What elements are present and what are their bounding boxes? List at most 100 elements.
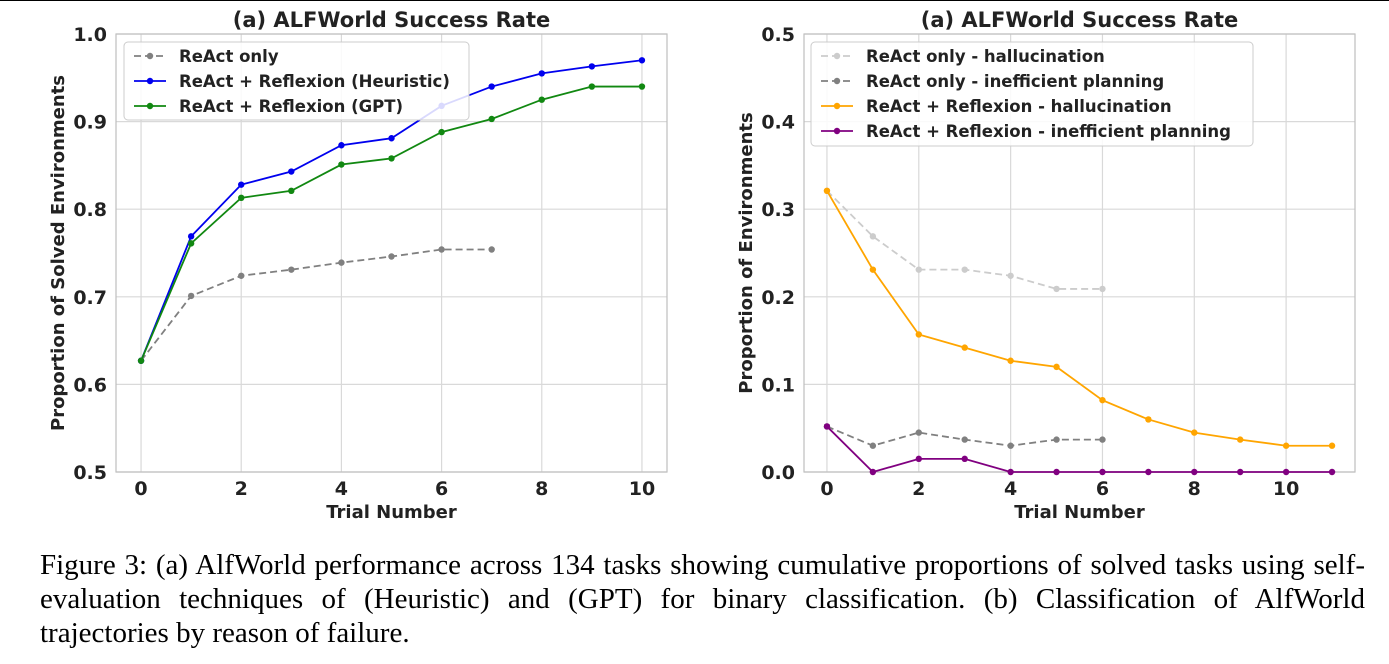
data-point (915, 331, 922, 338)
data-point (187, 240, 195, 247)
legend-item: ReAct + Reflexion (Heuristic) (134, 72, 450, 91)
legend-swatch-marker (833, 127, 841, 135)
data-point (1191, 468, 1198, 476)
legend-swatch-marker (833, 77, 841, 85)
data-point (869, 442, 877, 449)
y-tick-label: 0.7 (73, 287, 107, 309)
y-tick-label: 1.0 (73, 24, 107, 46)
legend-swatch-marker (833, 102, 841, 110)
series-line (826, 190, 1103, 290)
series-react-reflexion-inefficient-planning (823, 423, 1336, 476)
legend-label: ReAct only - hallucination (866, 47, 1105, 66)
data-point (1053, 285, 1060, 293)
legend: ReAct only ReAct + Reflexion (Heuristic) R… (123, 41, 470, 121)
chart-1: 0 2 4 6 8 10 0.5 0.6 0.7 0.8 0.9 1.0 (a) ALFWorld Su… (48, 8, 668, 523)
data-point (1099, 285, 1106, 293)
chart-title: (a) ALFWorld Success Rate (233, 8, 551, 32)
data-point (1237, 436, 1244, 443)
data-point (538, 70, 545, 77)
data-point (438, 128, 445, 136)
series-line (826, 425, 1333, 474)
x-tick-label: 10 (1273, 478, 1299, 500)
data-point (1053, 468, 1060, 476)
y-tick-label: 0.8 (73, 199, 107, 221)
data-point (869, 468, 877, 476)
legend-item: ReAct only (134, 47, 279, 66)
x-tick-label: 8 (1188, 478, 1201, 500)
series-react-only-hallucination (823, 187, 1106, 293)
plot-frame (115, 33, 668, 473)
data-point (1191, 429, 1198, 436)
data-point (238, 194, 245, 202)
data-point (961, 455, 968, 463)
data-point (1007, 468, 1014, 476)
y-tick-label: 0.0 (761, 462, 795, 484)
y-tick-label: 0.4 (761, 112, 795, 134)
data-point (869, 266, 877, 273)
data-point (1237, 468, 1244, 476)
x-axis-label: Trial Number (1014, 502, 1145, 523)
x-tick-label: 4 (1004, 478, 1017, 500)
data-point (915, 455, 922, 463)
series-react-only-inefficient-planning (823, 423, 1106, 449)
data-point (1007, 272, 1014, 279)
legend-item: ReAct + Reflexion (GPT) (134, 97, 403, 116)
data-point (538, 96, 545, 103)
data-point (388, 155, 395, 162)
data-point (588, 83, 596, 90)
y-tick-label: 0.5 (73, 462, 107, 484)
legend-box (123, 41, 470, 121)
legend-swatch-marker (146, 102, 154, 110)
y-tick-label: 0.9 (73, 112, 107, 134)
series-line (140, 248, 492, 362)
x-tick-label: 0 (134, 478, 147, 500)
legend-label: ReAct + Reflexion - hallucination (866, 97, 1172, 116)
series-line (826, 190, 1333, 447)
y-axis-label: Proportion of Environments (736, 112, 757, 393)
chart-2: 0 2 4 6 8 10 0.0 0.1 0.2 0.3 0.4 0.5 (a) ALFWorld Su… (736, 8, 1356, 523)
data-point (961, 436, 968, 443)
data-point (915, 266, 922, 273)
top-rule (0, 0, 1389, 1)
data-point (961, 344, 968, 351)
data-point (288, 266, 295, 273)
data-point (823, 423, 831, 430)
x-tick-label: 8 (535, 478, 548, 500)
data-point (187, 233, 195, 240)
figure: 0 2 4 6 8 10 0.5 0.6 0.7 0.8 0.9 1.0 (a) ALFWorld Su… (48, 8, 1356, 523)
x-tick-label: 6 (435, 478, 448, 500)
y-axis-label: Proportion of Solved Environments (48, 75, 69, 431)
data-point (488, 115, 495, 123)
x-tick-label: 2 (912, 478, 925, 500)
legend-label: ReAct + Reflexion (Heuristic) (179, 72, 450, 91)
series-line (140, 85, 642, 362)
data-point (1099, 396, 1106, 404)
data-point (638, 83, 646, 90)
data-point (388, 253, 395, 260)
data-point (1282, 468, 1290, 476)
data-point (388, 135, 395, 142)
figure-svg: 0 2 4 6 8 10 0.5 0.6 0.7 0.8 0.9 1.0 (a) ALFWorld Su… (48, 8, 1356, 523)
y-tick-label: 0.3 (761, 199, 795, 221)
legend-label: ReAct + Reflexion - inefficient planning (866, 122, 1231, 141)
data-point (338, 259, 345, 266)
legend-item: ReAct only - hallucination (821, 47, 1105, 66)
data-point (869, 233, 877, 240)
y-tick-label: 0.6 (73, 374, 107, 396)
series-line (826, 425, 1103, 447)
data-point (961, 266, 968, 273)
x-tick-label: 0 (820, 478, 833, 500)
y-tick-label: 0.2 (761, 287, 795, 309)
legend-box (810, 41, 1254, 147)
data-point (1282, 442, 1290, 449)
data-point (488, 246, 495, 253)
y-tick-label: 0.1 (761, 374, 795, 396)
data-point (1007, 357, 1014, 364)
data-point (1145, 416, 1152, 423)
x-tick-label: 10 (629, 478, 655, 500)
data-point (588, 63, 596, 70)
data-point (238, 181, 245, 188)
legend-swatch-marker (146, 52, 154, 60)
legend-label: ReAct + Reflexion (GPT) (179, 97, 403, 116)
data-point (915, 429, 922, 436)
